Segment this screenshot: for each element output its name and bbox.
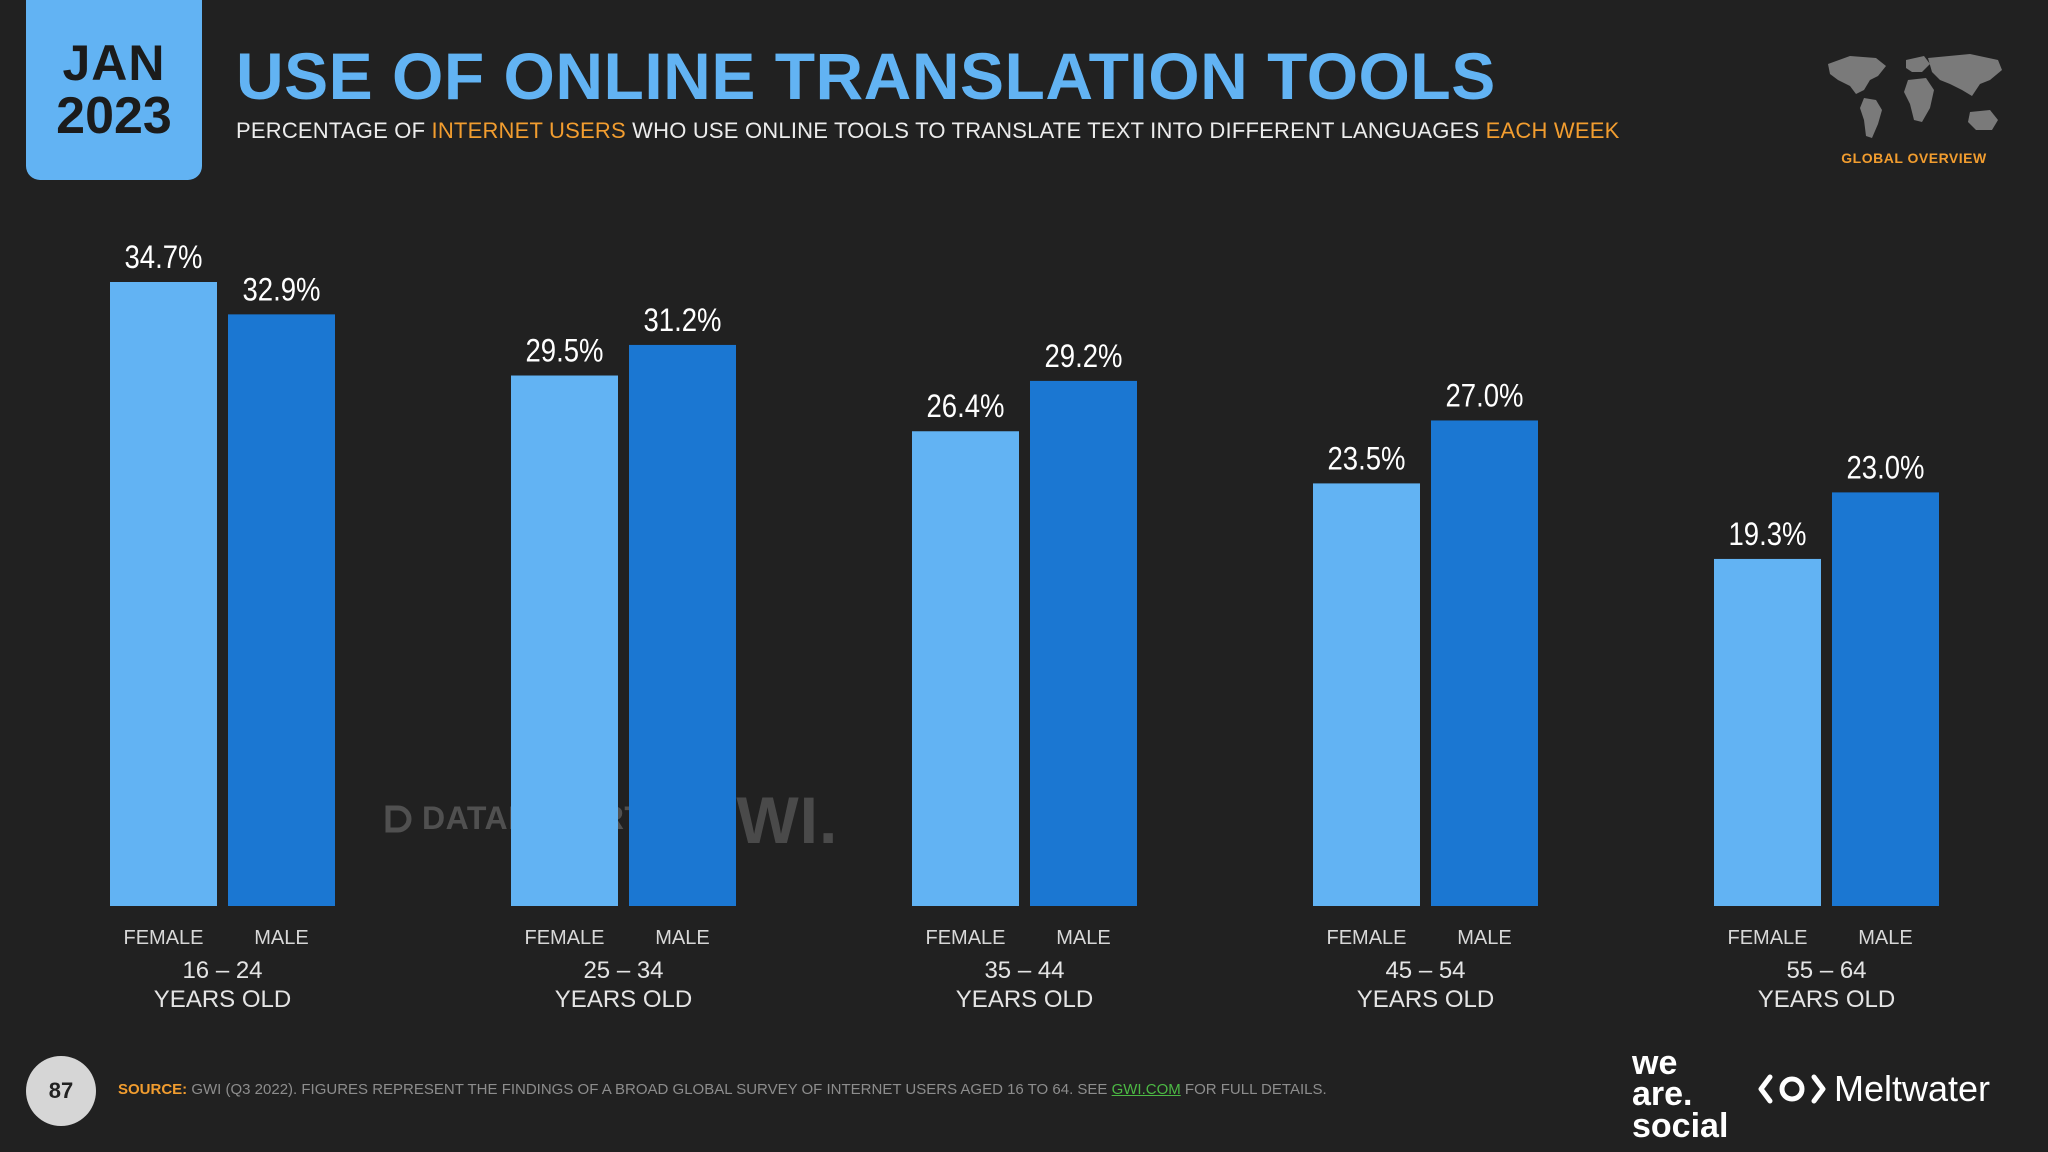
page-title: USE OF ONLINE TRANSLATION TOOLS (236, 39, 1496, 113)
bar-female-4 (1313, 483, 1420, 906)
datareportal-logo-icon (385, 805, 412, 832)
meltwater-logo: Meltwater (1758, 1068, 1990, 1110)
category-label-3-line-2: YEARS OLD (956, 986, 1093, 1013)
page-subtitle: PERCENTAGE OF INTERNET USERS WHO USE ONL… (236, 118, 1619, 144)
category-label-2-line-2: YEARS OLD (555, 986, 692, 1013)
series-label-male-4: MALE (1457, 927, 1511, 949)
data-label-male-1: 32.9% (243, 272, 321, 307)
category-label-4-line-2: YEARS OLD (1357, 986, 1494, 1013)
source-link[interactable]: GWI.COM (1111, 1081, 1181, 1098)
series-label-female-5: FEMALE (1727, 927, 1807, 949)
data-label-female-5: 19.3% (1729, 517, 1807, 552)
series-label-female-4: FEMALE (1326, 927, 1406, 949)
series-label-female-3: FEMALE (925, 927, 1005, 949)
logo-are: are. (1632, 1075, 1693, 1114)
date-year: 2023 (56, 87, 172, 145)
category-label-5-line-2: YEARS OLD (1758, 986, 1895, 1013)
category-label-1-line-2: YEARS OLD (154, 986, 291, 1013)
meltwater-logo-text: Meltwater (1834, 1068, 1991, 1109)
bar-male-5 (1832, 492, 1939, 906)
date-badge: JAN 2023 (26, 0, 202, 180)
data-label-male-3: 29.2% (1045, 339, 1123, 374)
data-label-female-2: 29.5% (526, 334, 604, 369)
data-label-male-2: 31.2% (644, 303, 722, 338)
category-label-2-line-1: 25 – 34 (583, 957, 663, 984)
meltwater-logo-icon (1758, 1074, 1826, 1104)
subtitle-part-1: PERCENTAGE OF (236, 118, 432, 143)
bar-female-5 (1714, 558, 1821, 906)
source-label: SOURCE: (118, 1081, 188, 1098)
series-label-male-1: MALE (254, 927, 308, 949)
world-map-icon (1828, 54, 2002, 138)
logo-social: social (1632, 1106, 1729, 1145)
bar-female-1 (110, 282, 217, 906)
subtitle-highlight-internet-users: INTERNET USERS (431, 118, 626, 143)
data-label-female-4: 23.5% (1328, 442, 1406, 477)
series-label-female-1: FEMALE (123, 927, 203, 949)
source-note: SOURCE: GWI (Q3 2022). FIGURES REPRESENT… (118, 1081, 1327, 1098)
source-tail: FOR FULL DETAILS. (1180, 1081, 1327, 1098)
series-label-male-5: MALE (1858, 927, 1912, 949)
we-are-social-logo: we are. social (1632, 1044, 1729, 1145)
subtitle-part-3: WHO USE ONLINE TOOLS TO TRANSLATE TEXT I… (625, 118, 1486, 143)
data-label-female-3: 26.4% (927, 389, 1005, 424)
bar-male-4 (1431, 420, 1538, 906)
category-label-3-line-1: 35 – 44 (984, 957, 1064, 984)
bar-male-3 (1030, 380, 1137, 906)
subtitle-highlight-each-week: EACH WEEK (1485, 118, 1620, 143)
bar-female-3 (912, 431, 1019, 906)
bar-male-2 (629, 344, 736, 907)
logo-we: we (1632, 1044, 1678, 1082)
category-label-5-line-1: 55 – 64 (1786, 957, 1866, 984)
bar-male-1 (228, 314, 335, 906)
series-label-female-2: FEMALE (524, 927, 604, 949)
data-label-male-4: 27.0% (1446, 379, 1524, 414)
global-overview-label: GLOBAL OVERVIEW (1841, 150, 1987, 166)
date-month: JAN (62, 35, 166, 91)
series-label-male-2: MALE (655, 927, 709, 949)
category-label-4-line-1: 45 – 54 (1385, 957, 1465, 984)
source-text: GWI (Q3 2022). FIGURES REPRESENT THE FIN… (187, 1081, 1112, 1098)
category-label-1-line-1: 16 – 24 (182, 957, 262, 984)
data-label-male-5: 23.0% (1847, 451, 1925, 486)
data-label-female-1: 34.7% (125, 240, 203, 275)
series-label-male-3: MALE (1056, 927, 1110, 949)
page-number: 87 (26, 1056, 96, 1126)
bar-female-2 (511, 375, 618, 906)
